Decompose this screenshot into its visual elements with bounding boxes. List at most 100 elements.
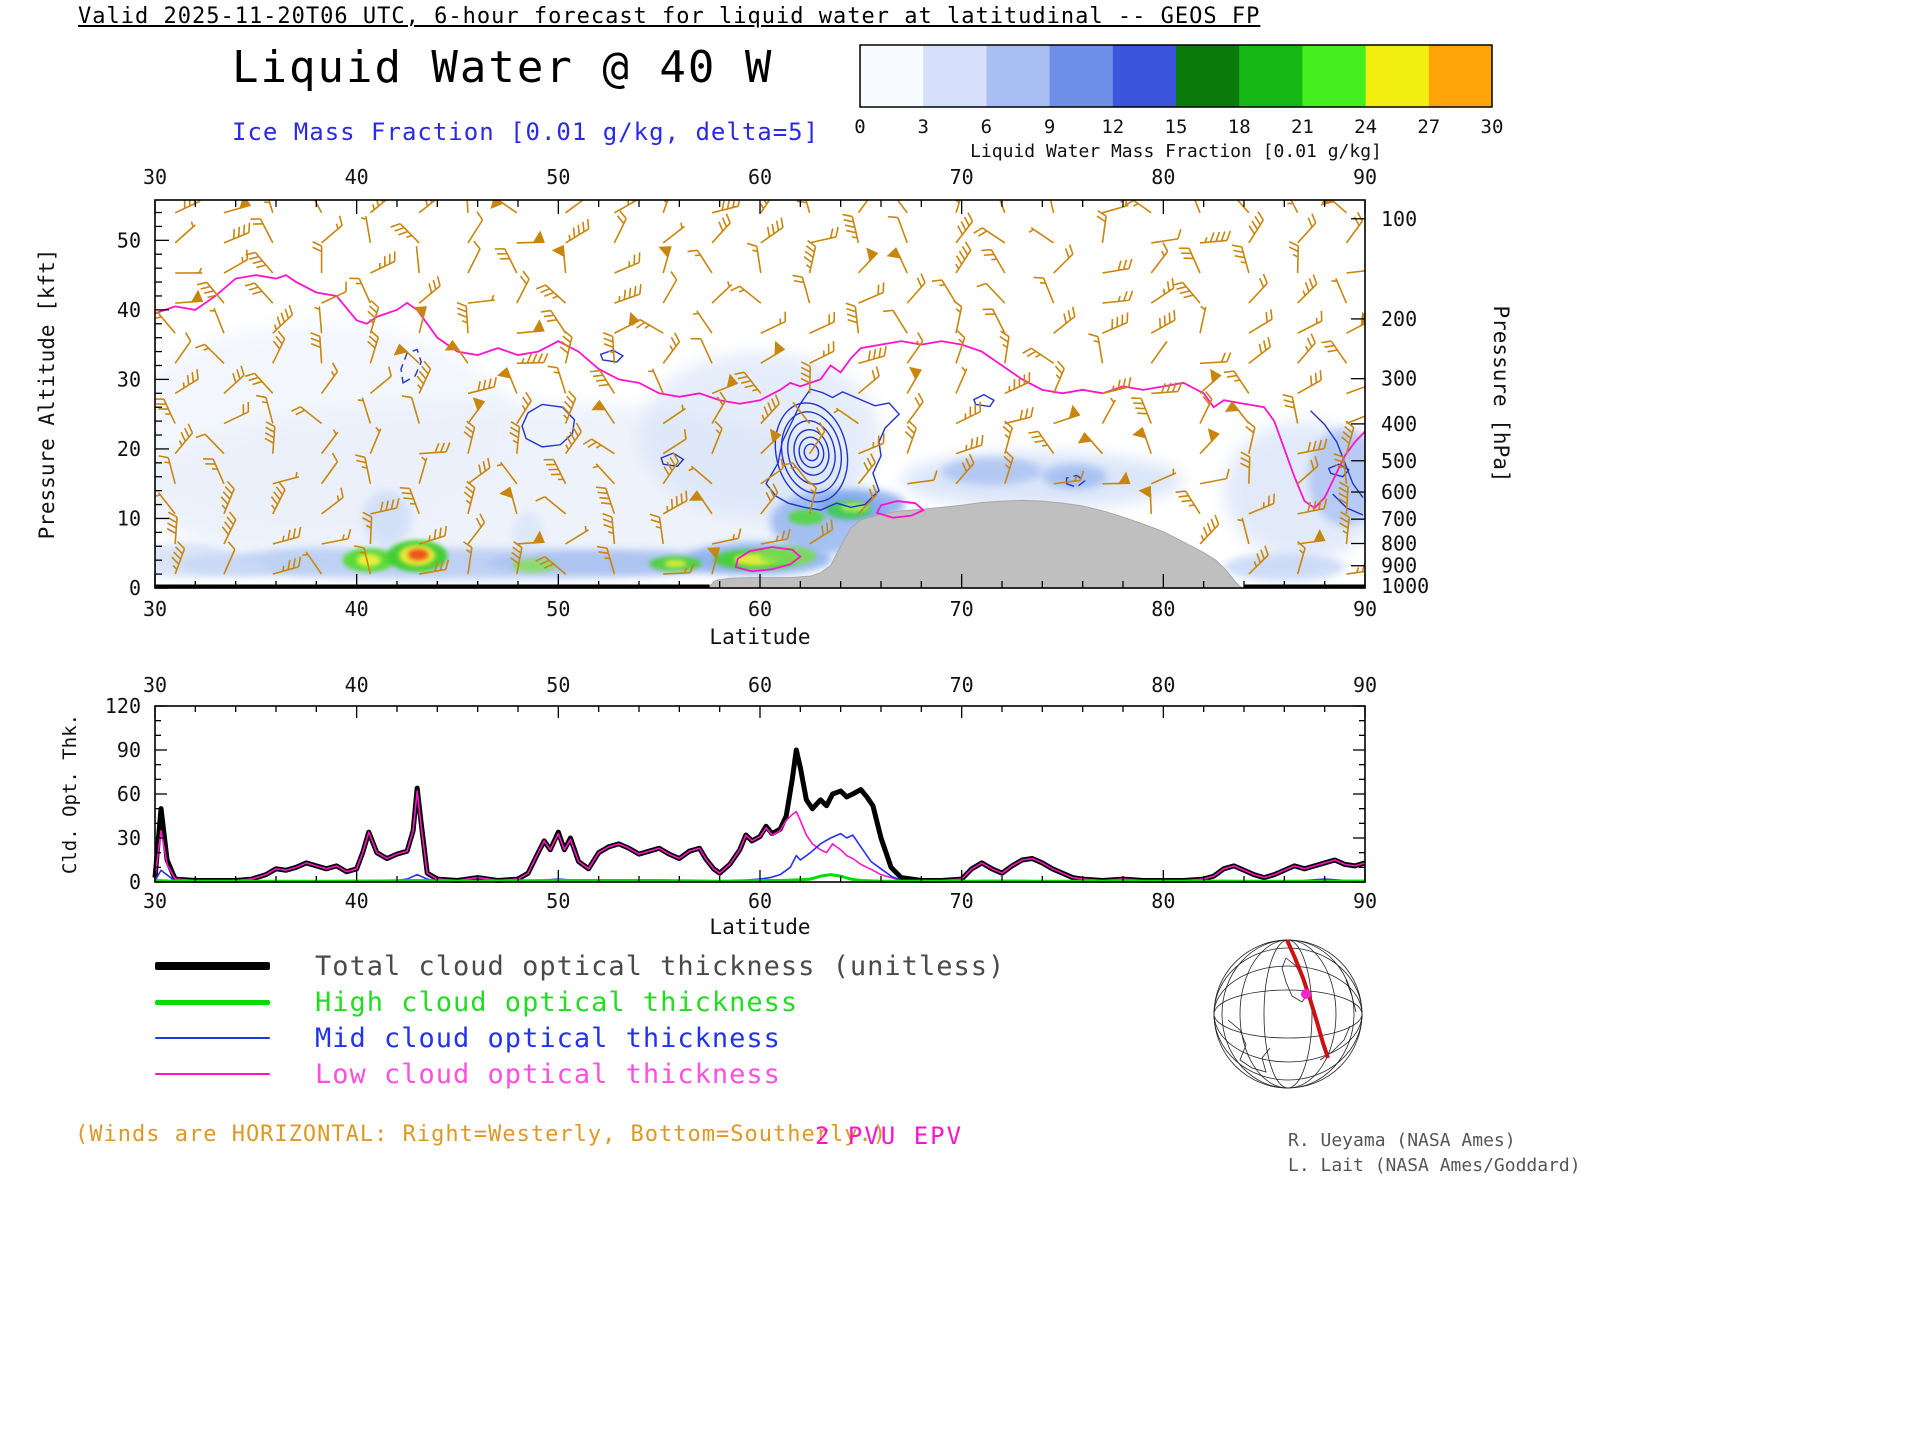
x2-tick-label: 60: [748, 889, 772, 913]
kft-tick-label: 50: [117, 228, 141, 252]
series-1: [154, 790, 1366, 882]
colorbar-tick-label: 24: [1354, 116, 1377, 138]
x2-tick-label-top: 70: [950, 673, 974, 697]
x-tick-label: 50: [546, 597, 570, 621]
right-axis-title: Pressure [hPa]: [1489, 305, 1513, 482]
x2-tick-label-top: 30: [143, 673, 167, 697]
coastline: [1227, 1019, 1271, 1073]
low-line-swatch: [155, 1073, 270, 1075]
colorbar-caption: Liquid Water Mass Fraction [0.01 g/kg]: [970, 141, 1382, 162]
y2-tick-label: 120: [105, 694, 141, 718]
mid-line-swatch: [155, 1037, 270, 1039]
x-tick-label-top: 90: [1353, 165, 1377, 189]
x2-tick-label-top: 40: [345, 673, 369, 697]
x2-tick-label: 70: [950, 889, 974, 913]
x2-axis-title: Latitude: [709, 915, 810, 939]
x-tick-label: 60: [748, 597, 772, 621]
pressure-tick-label: 900: [1381, 554, 1417, 578]
location-dot: [1301, 989, 1311, 999]
colorbar-tick-label: 18: [1228, 116, 1251, 138]
x-axis-title: Latitude: [709, 625, 810, 649]
left-axis-title: Pressure Altitude [kft]: [35, 249, 59, 540]
pressure-tick-label: 1000: [1381, 574, 1429, 598]
legend-label-mid: Mid cloud optical thickness: [315, 1022, 781, 1054]
colorbar-tick-label: 9: [1044, 116, 1055, 138]
kft-tick-label: 40: [117, 298, 141, 322]
colorbar-tick-label: 0: [854, 116, 865, 138]
colorbar-segment: [860, 45, 924, 107]
pressure-tick-label: 100: [1381, 207, 1417, 231]
colorbar-segment: [1239, 45, 1303, 107]
total-line-swatch: [155, 962, 270, 970]
colorbar-segment: [1365, 45, 1430, 107]
colorbar-segment: [923, 45, 987, 107]
x-tick-label: 80: [1151, 597, 1175, 621]
colorbar-tick-label: 6: [981, 116, 992, 138]
credit-line-1: R. Ueyama (NASA Ames): [1288, 1130, 1516, 1151]
x-tick-label-top: 70: [950, 165, 974, 189]
pressure-tick-label: 600: [1381, 480, 1417, 504]
credit-line-2: L. Lait (NASA Ames/Goddard): [1288, 1155, 1581, 1176]
colorbar: 0 3 6 9 12 15 18 21 24 27 30 Liquid Water Mass Frac…: [854, 44, 1504, 162]
colorbar-segment: [1049, 45, 1114, 107]
colorbar-segment: [1112, 45, 1177, 107]
tropopause-2pvu-line: [155, 274, 1365, 573]
x2-tick-label: 80: [1151, 889, 1175, 913]
colorbar-segment: [1302, 45, 1367, 107]
epv-contour-label: 2 PVU EPV: [815, 1122, 964, 1150]
x2-tick-label-top: 60: [748, 673, 772, 697]
cross-section-panel: 3030404050506060707080809090010203040501…: [35, 165, 1513, 649]
page-title: Liquid Water @ 40 W: [232, 42, 774, 93]
x-tick-label-top: 80: [1151, 165, 1175, 189]
x-tick-label-top: 30: [143, 165, 167, 189]
x2-tick-label: 90: [1353, 889, 1377, 913]
inset-map: [1213, 939, 1363, 1089]
colorbar-tick-label: 30: [1481, 116, 1504, 138]
colorbar-segment: [986, 45, 1051, 107]
y2-tick-label: 60: [117, 782, 141, 806]
series-0: [152, 747, 1366, 884]
winds-note: (Winds are HORIZONTAL: Right=Westerly, B…: [75, 1122, 887, 1147]
x-tick-label-top: 50: [546, 165, 570, 189]
x-tick-label-top: 60: [748, 165, 772, 189]
coastline: [1345, 979, 1357, 1013]
colorbar-tick-label: 3: [917, 116, 928, 138]
legend-label-low: Low cloud optical thickness: [315, 1058, 781, 1090]
globe-outline: [1213, 939, 1363, 1089]
colorbar-tick-label: 21: [1291, 116, 1314, 138]
high-line-swatch: [155, 999, 270, 1005]
legend-item-low: Low cloud optical thickness: [155, 1056, 1005, 1092]
x2-tick-label: 40: [345, 889, 369, 913]
pressure-tick-label: 300: [1381, 367, 1417, 391]
terrain-greenland: [706, 499, 1243, 588]
y2-tick-label: 90: [117, 738, 141, 762]
colorbar-segment: [1428, 45, 1493, 107]
x2-tick-label-top: 90: [1353, 673, 1377, 697]
pressure-tick-label: 800: [1381, 531, 1417, 555]
pressure-tick-label: 700: [1381, 507, 1417, 531]
legend-label-high: High cloud optical thickness: [315, 986, 799, 1018]
legend-item-high: High cloud optical thickness: [155, 984, 1005, 1020]
colorbar-segment: [1176, 45, 1240, 107]
y2-axis-title: Cld. Opt. Thk.: [59, 714, 81, 874]
colorbar-tick-label: 15: [1165, 116, 1188, 138]
ice-mass-fraction-subtitle: Ice Mass Fraction [0.01 g/kg, delta=5]: [232, 118, 820, 146]
legend-label-total: Total cloud optical thickness (unitless): [315, 950, 1006, 982]
legend: Total cloud optical thickness (unitless)…: [155, 948, 1005, 1092]
y2-tick-label: 30: [117, 826, 141, 850]
pressure-tick-label: 500: [1381, 449, 1417, 473]
x2-tick-label-top: 50: [546, 673, 570, 697]
x2-tick-label: 50: [546, 889, 570, 913]
y2-tick-label: 0: [129, 870, 141, 894]
colorbar-tick-label: 27: [1417, 116, 1440, 138]
x-tick-label: 40: [345, 597, 369, 621]
x2-tick-label-top: 80: [1151, 673, 1175, 697]
pressure-tick-label: 400: [1381, 412, 1417, 436]
x-tick-label-top: 40: [345, 165, 369, 189]
kft-tick-label: 20: [117, 437, 141, 461]
optical-thickness-panel: 30304040505060607070808090900306090120La…: [59, 673, 1377, 939]
liquid-water-shading: [155, 323, 1365, 582]
kft-tick-label: 0: [129, 576, 141, 600]
